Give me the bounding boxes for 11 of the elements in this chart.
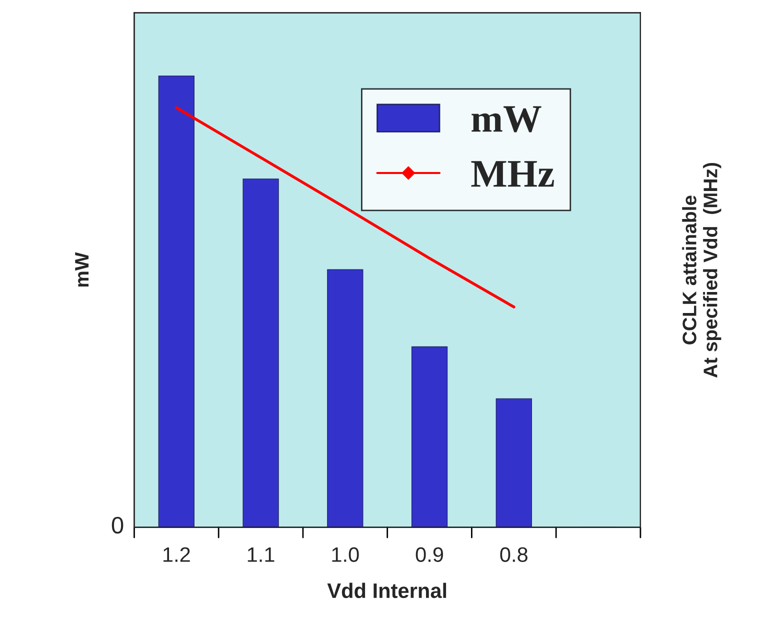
y2-axis-title: CCLK attainable At specified Vdd (MHz) xyxy=(682,162,722,378)
x-tick-label: 1.1 xyxy=(248,547,274,562)
text: 0 xyxy=(112,516,124,534)
x-tick-label: 0.8 xyxy=(500,547,528,562)
legend-label: MHz xyxy=(471,161,554,187)
y-axis-title: mW xyxy=(75,252,89,287)
x-axis-title: Vdd Internal xyxy=(327,582,446,598)
legend-label: mW xyxy=(472,106,542,132)
x-tick-label: 1.2 xyxy=(164,547,190,562)
x-tick-label: 0.9 xyxy=(416,547,444,562)
x-tick-label: 1.0 xyxy=(332,547,359,562)
